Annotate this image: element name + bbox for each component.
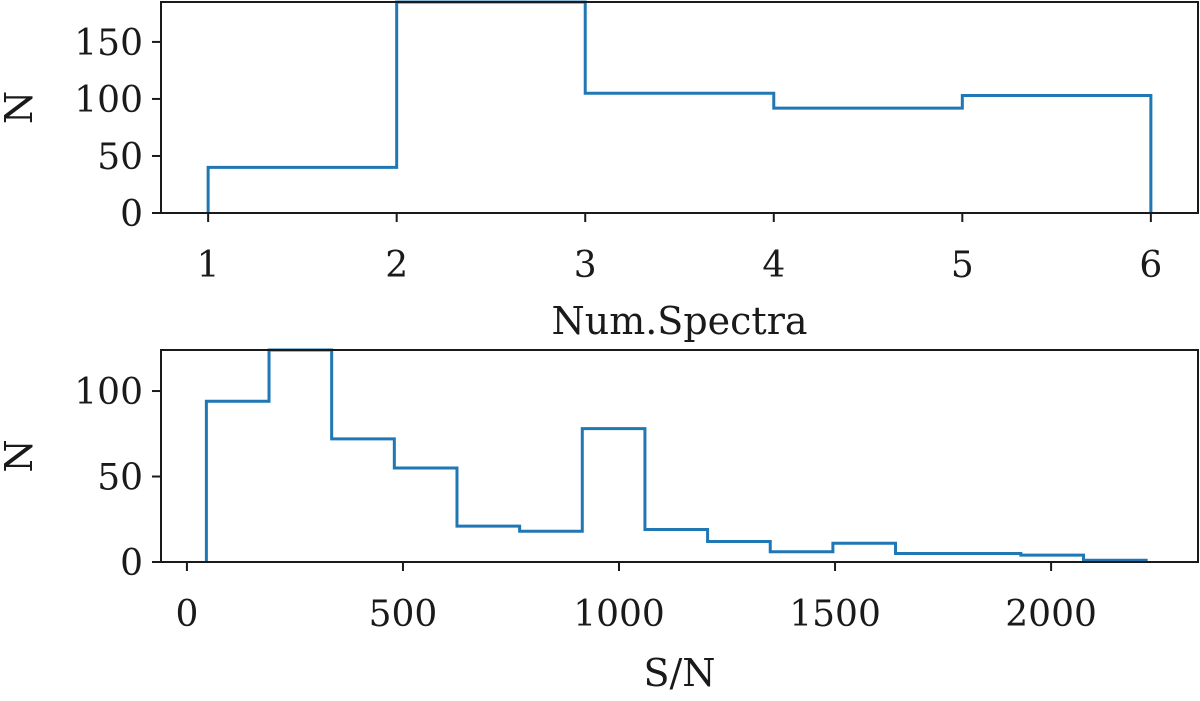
x-tick-label: 500 <box>369 594 438 635</box>
y-tick-label: 0 <box>120 543 143 584</box>
histogram-num-spectra: 1 2 3 4 5 6 0 50 100 150 Num.Spectra N <box>0 0 1199 343</box>
x-tick-label: 2 <box>385 245 408 286</box>
x-tick-label: 4 <box>762 245 785 286</box>
y-tick-label: 50 <box>97 458 143 499</box>
y-tick-label: 150 <box>74 23 143 64</box>
x-tick-label: 2000 <box>1005 594 1097 635</box>
x-axis-label: S/N <box>643 651 715 695</box>
y-tick-label: 50 <box>97 137 143 178</box>
y-axis-label: N <box>0 91 41 124</box>
x-tick-label: 1500 <box>789 594 881 635</box>
x-tick-label: 5 <box>951 245 974 286</box>
plot-frame <box>160 349 1199 563</box>
x-tick-label: 1 <box>197 245 220 286</box>
x-tick-label: 1000 <box>573 594 665 635</box>
y-axis-label: N <box>0 439 41 472</box>
y-tick-label: 100 <box>74 372 143 413</box>
x-axis-label: Num.Spectra <box>551 299 807 343</box>
y-axis-ticks: 0 50 100 <box>74 372 161 584</box>
histogram-signal-to-noise: 0 500 1000 1500 2000 0 50 100 S/N N <box>0 348 1199 695</box>
plot-frame <box>160 1 1199 214</box>
x-tick-label: 6 <box>1139 245 1162 286</box>
histogram-step-line <box>206 0 1153 213</box>
y-axis-ticks: 0 50 100 150 <box>74 23 161 235</box>
x-axis-ticks: 0 500 1000 1500 2000 <box>175 562 1097 635</box>
x-tick-label: 0 <box>175 594 198 635</box>
y-tick-label: 0 <box>120 194 143 235</box>
x-tick-label: 3 <box>574 245 597 286</box>
histogram-step-line <box>204 348 1148 562</box>
y-tick-label: 100 <box>74 80 143 121</box>
x-axis-ticks: 1 2 3 4 5 6 <box>197 213 1162 286</box>
